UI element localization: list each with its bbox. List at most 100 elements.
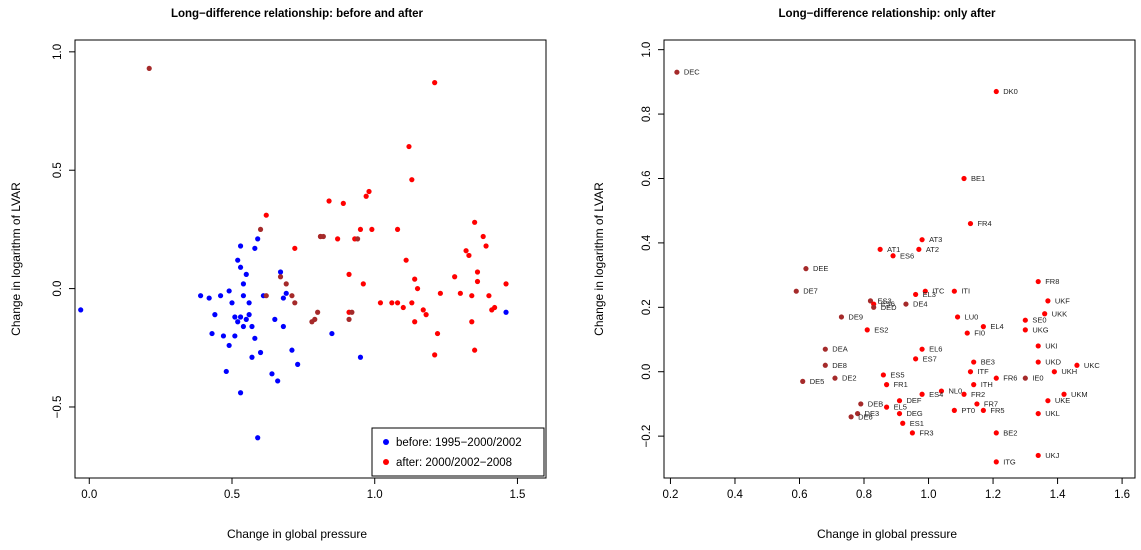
right-data-point [954,314,961,320]
left-data-point [346,316,352,322]
left-data-point [240,281,247,287]
right-x-tick-label: 0.2 [662,489,678,501]
left-data-point [406,143,412,150]
right-point-label: FR3 [919,428,933,437]
right-data-point [871,304,877,310]
left-data-point [394,226,401,233]
right-point-label: FR4 [977,219,991,228]
right-point-label: NL0 [948,387,962,396]
right-data-point [1022,317,1028,323]
right-point-label: FR6 [1003,374,1017,383]
right-chart-title: Long−difference relationship: only after [779,8,996,20]
left-data-point [326,198,332,204]
left-data-point [235,319,241,325]
right-x-tick-label: 1.6 [1114,489,1130,501]
right-data-point [883,404,890,410]
right-y-tick-label: 0.4 [641,234,653,251]
right-data-point [916,246,922,252]
right-point-label: DEB [868,399,883,408]
left-chart: Long−difference relationship: before and… [9,8,547,541]
right-point-label: DE2 [842,374,857,383]
left-x-tick-label: 1.0 [367,489,383,501]
right-data-point [961,175,967,182]
right-data-point [877,246,883,252]
left-data-point [272,316,278,322]
right-data-point [951,407,957,413]
right-data-point [864,327,870,333]
right-point-label: UKJ [1045,451,1059,460]
left-data-point [346,271,352,277]
legend-marker-after [383,459,389,465]
left-data-point [366,188,372,195]
left-data-point [237,390,244,396]
left-data-point [369,226,375,233]
right-point-label: DK0 [1003,87,1018,96]
right-y-tick-label: 0.8 [641,106,653,122]
right-point-label: ITI [961,287,970,296]
right-data-point [971,382,977,388]
right-point-label: DEA [832,345,847,354]
right-point-label: UKL [1045,409,1060,418]
left-data-point [469,293,475,299]
right-data-point [1042,311,1048,317]
left-data-point [289,347,295,353]
right-data-point [903,301,909,307]
left-data-point [480,233,486,240]
right-point-label: FR2 [971,390,985,399]
left-data-point [400,304,406,311]
left-y-tick-label: 0.0 [52,281,64,297]
left-data-point [463,248,469,254]
left-data-point [269,371,275,377]
left-data-point [198,293,204,299]
left-y-tick-label: 1.0 [52,44,64,60]
right-point-label: UKH [1061,367,1077,376]
right-point-label: ES6 [881,300,895,309]
left-data-point [434,330,441,337]
right-point-label: BE2 [1003,428,1017,437]
right-data-point [1035,278,1041,285]
left-data-point [320,233,326,240]
right-data-point [900,420,906,426]
right-point-label: ES3 [877,296,891,305]
right-point-label: EL6 [929,345,942,354]
right-point-label: DEF [907,396,922,405]
left-data-point [360,281,366,287]
right-data-point [919,391,925,397]
right-point-label: PT0 [961,406,975,415]
left-data-point [452,274,458,280]
right-data-point [1022,375,1028,381]
right-data-point [1035,452,1041,459]
right-point-label: ES6 [900,251,914,260]
left-y-tick-label: −0.5 [52,396,64,419]
left-data-point [472,219,478,225]
left-data-point [277,269,284,275]
right-point-label: DE4 [913,300,928,309]
right-data-point [890,253,896,259]
right-point-label: UKF [1055,296,1070,305]
left-data-point [483,243,489,249]
left-legend: before: 1995−2000/2002 after: 2000/2002−… [371,427,545,477]
legend-label-before: before: 1995−2000/2002 [396,437,522,449]
right-data-point [1035,410,1041,417]
left-data-point [283,290,289,296]
left-data-point [249,323,255,330]
right-x-axis-label: Change in global pressure [817,527,957,541]
right-point-label: DE5 [810,377,825,386]
right-point-label: SE0 [1032,316,1046,325]
right-point-label: EL5 [894,403,907,412]
left-data-point [229,300,235,306]
left-data-point [252,245,258,251]
left-x-tick-label: 1.5 [509,489,525,501]
right-point-label: DEE [813,264,828,273]
right-point-label: LU0 [965,312,979,321]
right-y-axis-label: Change in logarithm of LVAR [592,182,606,336]
left-data-point [394,300,401,306]
right-data-point [922,288,928,294]
left-data-point [329,330,335,337]
right-chart: Long−difference relationship: only after… [592,8,1136,541]
left-y-tick-label: 0.5 [52,162,64,178]
right-x-tick-label: 1.0 [921,489,937,501]
left-data-point [472,347,478,353]
right-data-point [838,314,845,320]
legend-box [371,427,545,477]
